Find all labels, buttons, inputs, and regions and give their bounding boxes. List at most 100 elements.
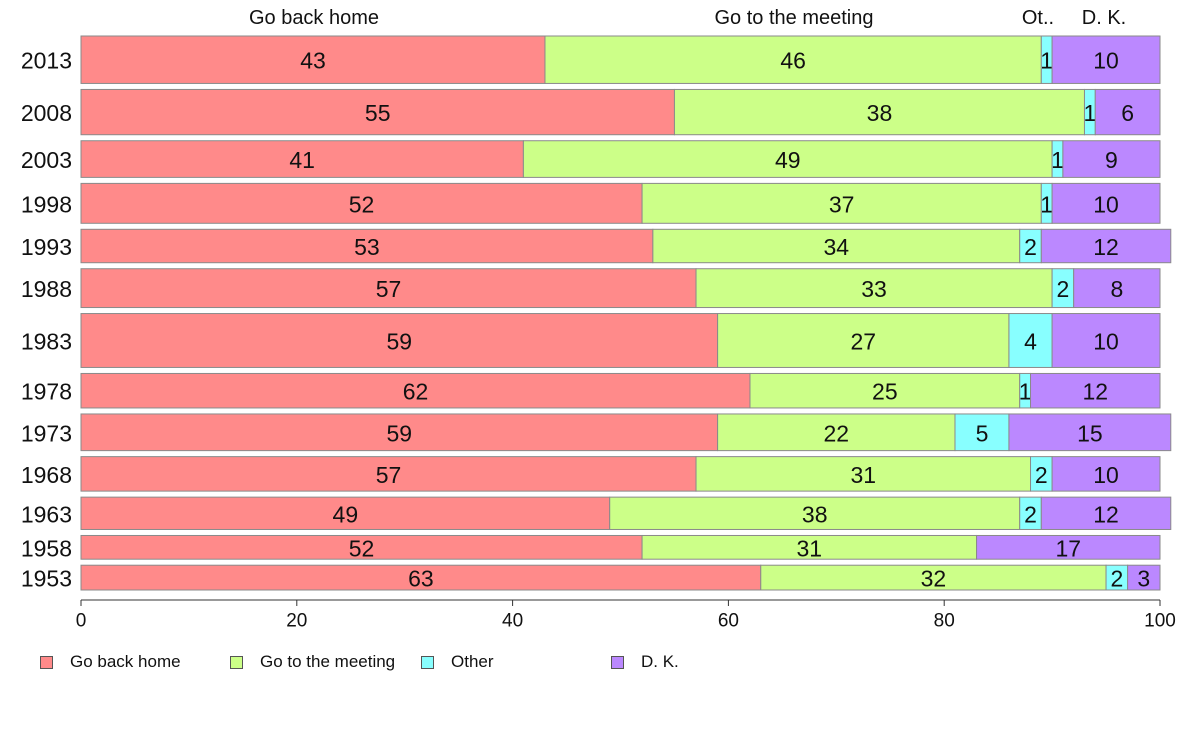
legend-label-dk: D. K. xyxy=(641,652,679,671)
data-label-1988-3: 8 xyxy=(1110,276,1123,302)
data-label-1958-0: 52 xyxy=(349,535,375,561)
legend-item-go-to-the-meeting: Go to the meeting xyxy=(230,652,395,672)
bar-segment-1983-0 xyxy=(80,313,719,368)
legend-label-go-to-the-meeting: Go to the meeting xyxy=(260,652,396,671)
bar-segment-1983-3 xyxy=(1051,313,1161,368)
y-tick-label-1968: 1968 xyxy=(21,462,72,488)
bar-segment-1963-1 xyxy=(609,496,1021,530)
x-tick-label-100: 100 xyxy=(1144,611,1176,632)
y-tick-label-1973: 1973 xyxy=(21,420,72,446)
x-tick-label-60: 60 xyxy=(718,611,739,632)
data-label-2003-1: 49 xyxy=(775,147,801,173)
data-label-1983-2: 4 xyxy=(1024,328,1037,354)
bar-segment-2013-3 xyxy=(1051,35,1161,84)
data-label-1963-3: 12 xyxy=(1093,501,1119,527)
top-label-go-back-home: Go back home xyxy=(249,7,379,29)
bar-segment-1958-3 xyxy=(976,534,1161,560)
data-label-1968-0: 57 xyxy=(376,462,402,488)
data-label-1988-1: 33 xyxy=(861,276,887,302)
data-label-2003-3: 9 xyxy=(1105,147,1118,173)
bar-segment-1988-0 xyxy=(80,268,697,309)
legend-swatch-other xyxy=(421,655,434,669)
data-label-1983-0: 59 xyxy=(387,328,413,354)
legend-item-other: Other xyxy=(421,652,494,672)
data-label-2003-0: 41 xyxy=(289,147,315,173)
data-label-1968-1: 31 xyxy=(850,462,876,488)
y-tick-label-1993: 1993 xyxy=(21,234,72,260)
data-label-1978-2: 1 xyxy=(1019,379,1032,405)
data-label-1988-2: 2 xyxy=(1056,276,1069,302)
data-label-2008-3: 6 xyxy=(1121,100,1134,126)
data-label-1973-2: 5 xyxy=(976,420,989,446)
data-label-1953-0: 63 xyxy=(408,566,434,592)
bar-segment-1978-3 xyxy=(1030,372,1161,409)
bar-segment-1973-2 xyxy=(954,413,1010,452)
data-label-1968-2: 2 xyxy=(1035,462,1048,488)
data-label-2008-2: 1 xyxy=(1083,100,1096,126)
data-label-2008-0: 55 xyxy=(365,100,391,126)
data-label-1998-0: 52 xyxy=(349,191,375,217)
bar-segment-2003-3 xyxy=(1062,140,1161,178)
data-label-2013-0: 43 xyxy=(300,48,326,74)
data-label-1978-3: 12 xyxy=(1082,379,1108,405)
y-tick-label-1978: 1978 xyxy=(21,379,72,405)
data-label-1978-1: 25 xyxy=(872,379,898,405)
legend-item-dk: D. K. xyxy=(611,652,679,672)
x-tick-label-80: 80 xyxy=(934,611,955,632)
y-tick-label-1998: 1998 xyxy=(21,191,72,217)
data-label-1973-0: 59 xyxy=(387,420,413,446)
data-label-1963-0: 49 xyxy=(333,501,359,527)
legend-label-go-back-home: Go back home xyxy=(70,652,181,671)
bar-segment-1998-0 xyxy=(80,182,643,224)
legend-swatch-dk xyxy=(611,655,624,669)
data-label-1958-1: 31 xyxy=(797,535,823,561)
bar-segment-1993-3 xyxy=(1040,228,1172,264)
bar-segment-1953-0 xyxy=(80,564,762,591)
top-label-go-to-the-meeting: Go to the meeting xyxy=(715,7,874,29)
bar-segment-1988-3 xyxy=(1073,268,1161,309)
bar-segment-1973-0 xyxy=(80,413,719,452)
data-label-2013-1: 46 xyxy=(780,48,806,74)
bar-segment-1993-0 xyxy=(80,228,654,264)
data-label-2008-1: 38 xyxy=(867,100,893,126)
bar-segment-2013-1 xyxy=(544,35,1042,84)
data-label-1993-2: 2 xyxy=(1024,234,1037,260)
bar-segment-2013-0 xyxy=(80,35,546,84)
x-tick-label-0: 0 xyxy=(76,611,87,632)
y-tick-label-2008: 2008 xyxy=(21,100,72,126)
bar-segment-1963-3 xyxy=(1040,496,1172,530)
data-label-1993-3: 12 xyxy=(1093,234,1119,260)
data-label-1983-1: 27 xyxy=(850,328,876,354)
bar-segment-1973-1 xyxy=(717,413,956,452)
legend-swatch-go-to-the-meeting xyxy=(230,655,243,669)
data-label-1973-3: 15 xyxy=(1077,420,1103,446)
data-label-2013-2: 1 xyxy=(1040,48,1053,74)
bar-segment-1953-1 xyxy=(760,564,1107,591)
bar-segment-1978-0 xyxy=(80,372,751,409)
data-label-1993-0: 53 xyxy=(354,234,380,260)
legend-label-other: Other xyxy=(451,652,494,671)
y-tick-label-1983: 1983 xyxy=(21,328,72,354)
bar-segment-1993-1 xyxy=(652,228,1021,264)
data-label-1993-1: 34 xyxy=(824,234,850,260)
y-tick-label-2013: 2013 xyxy=(21,48,72,74)
data-label-1978-0: 62 xyxy=(403,379,429,405)
bar-segment-1988-1 xyxy=(695,268,1053,309)
bar-segment-1983-1 xyxy=(717,313,1010,368)
data-label-1998-1: 37 xyxy=(829,191,855,217)
data-label-1998-2: 1 xyxy=(1040,191,1053,217)
legend: Go back home Go to the meeting Other D. … xyxy=(40,652,800,672)
bar-segment-1998-3 xyxy=(1051,182,1161,224)
data-label-1983-3: 10 xyxy=(1093,328,1119,354)
bar-segment-1978-1 xyxy=(749,372,1021,409)
y-tick-label-1953: 1953 xyxy=(21,566,72,592)
data-label-1953-1: 32 xyxy=(921,566,947,592)
legend-item-go-back-home: Go back home xyxy=(40,652,181,672)
data-label-1953-2: 2 xyxy=(1110,566,1123,592)
x-tick-label-40: 40 xyxy=(502,611,523,632)
top-label-other: Ot.. xyxy=(1022,7,1054,29)
data-label-1958-3: 17 xyxy=(1055,535,1081,561)
data-label-1963-2: 2 xyxy=(1024,501,1037,527)
y-tick-label-1988: 1988 xyxy=(21,276,72,302)
